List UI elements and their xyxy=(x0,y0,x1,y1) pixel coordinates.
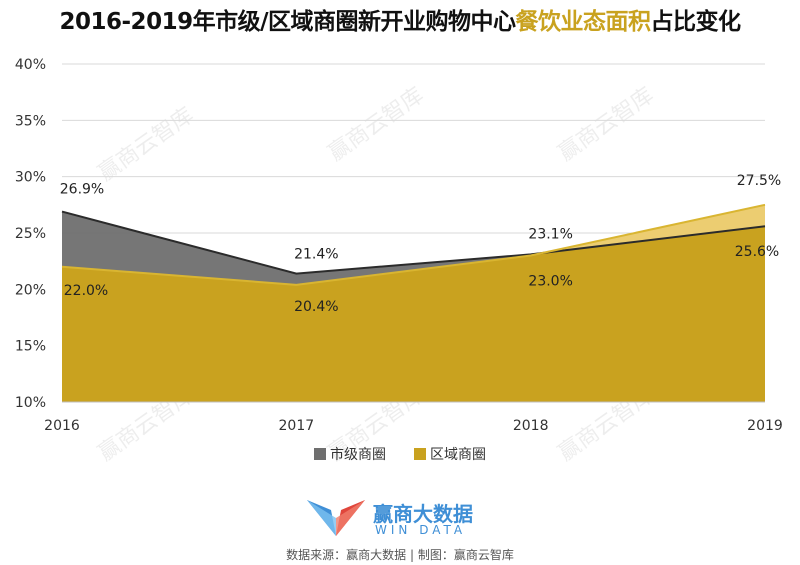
x-tick-label: 2017 xyxy=(279,418,315,434)
watermark-0: 赢商云智库 xyxy=(94,103,198,187)
y-tick-label: 20% xyxy=(15,282,46,298)
data-label-shiji: 26.9% xyxy=(60,182,104,198)
x-tick-label: 2019 xyxy=(747,418,783,434)
line-series-shiji xyxy=(61,210,766,275)
y-tick-label: 35% xyxy=(15,113,46,129)
data-label-quyu: 20.4% xyxy=(294,299,338,315)
x-tick-label: 2018 xyxy=(513,418,549,434)
data-label-shiji: 23.1% xyxy=(528,226,572,242)
legend-label: 市级商圈 xyxy=(330,446,386,463)
win-data-logo-icon xyxy=(307,500,365,536)
area-series-quyu xyxy=(62,204,765,402)
chart-title-part2: 占比变化 xyxy=(650,9,741,35)
data-label-quyu: 27.5% xyxy=(737,173,781,189)
source-note: 数据来源：赢商大数据 | 制图：赢商云智库 xyxy=(286,548,514,562)
chart-title-part1: 2016-2019年市级/区域商圈新开业购物中心 xyxy=(59,9,516,35)
y-tick-label: 40% xyxy=(15,57,46,73)
legend-swatch-1 xyxy=(414,448,426,460)
x-tick-label: 2016 xyxy=(44,418,80,434)
legend-swatch-0 xyxy=(314,448,326,460)
y-tick-label: 10% xyxy=(15,395,46,411)
chart-title-highlight: 餐饮业态面积 xyxy=(515,9,651,35)
data-label-quyu: 22.0% xyxy=(64,283,108,299)
logo: 赢商大数据 WIN DATA xyxy=(305,496,495,540)
line-series-quyu xyxy=(61,203,766,286)
watermark-2: 赢商云智库 xyxy=(554,83,658,167)
y-tick-label: 25% xyxy=(15,226,46,242)
y-tick-label: 30% xyxy=(15,170,46,186)
chart-title: 2016-2019年市级/区域商圈新开业购物中心餐饮业态面积占比变化 xyxy=(0,2,800,36)
logo-text-cn: 赢商大数据 xyxy=(373,502,473,526)
data-label-shiji: 21.4% xyxy=(294,247,338,263)
data-label-quyu: 23.0% xyxy=(528,274,572,290)
data-label-shiji: 25.6% xyxy=(735,244,779,260)
logo-text-en: WIN DATA xyxy=(375,523,467,537)
y-tick-label: 15% xyxy=(15,339,46,355)
legend-label: 区域商圈 xyxy=(430,447,486,463)
watermark-1: 赢商云智库 xyxy=(324,83,428,167)
